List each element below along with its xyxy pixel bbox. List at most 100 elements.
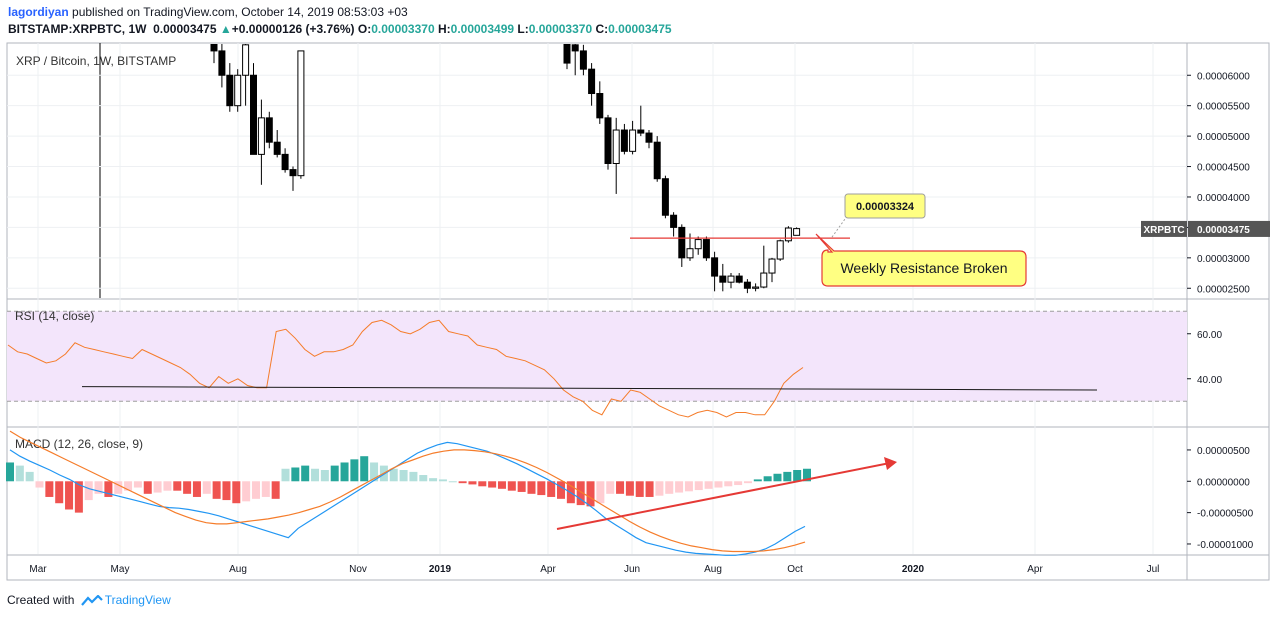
candle-up <box>242 44 250 76</box>
high-label: H: <box>437 22 451 36</box>
candle-down <box>711 257 719 277</box>
macd-histogram-bar <box>311 468 320 482</box>
macd-histogram-bar <box>45 481 54 497</box>
author-link[interactable]: lagordiyan <box>8 5 69 19</box>
macd-histogram-bar <box>163 481 172 491</box>
macd-trend-arrow <box>556 462 891 530</box>
candle-down <box>571 44 579 52</box>
macd-histogram-bar <box>251 481 260 499</box>
x-tick-label: Nov <box>349 564 367 575</box>
annotation-callout <box>815 233 1027 287</box>
rsi-tick-label: 40.00 <box>1197 375 1222 386</box>
macd-line <box>9 441 806 556</box>
macd-histogram-bar <box>429 478 438 482</box>
candle-down <box>653 141 661 180</box>
publish-info: lagordiyan published on TradingView.com,… <box>8 5 408 19</box>
macd-histogram-bar <box>242 481 251 502</box>
candle-up <box>234 74 242 107</box>
macd-histogram-bar <box>291 467 300 482</box>
price-change: +0.00000126 (+3.76%) <box>231 22 355 36</box>
macd-histogram-bar <box>507 481 516 491</box>
candle-down <box>678 226 686 259</box>
candle-down <box>702 239 710 259</box>
macd-histogram-bar <box>143 481 152 494</box>
macd-histogram-bar <box>724 481 733 487</box>
macd-histogram-bar <box>350 459 359 482</box>
macd-histogram-bar <box>596 481 605 504</box>
candles-group <box>210 44 801 294</box>
macd-histogram-bar <box>330 465 339 482</box>
macd-histogram-bar <box>271 481 280 499</box>
macd-histogram-bar <box>360 456 369 482</box>
x-tick-label: Oct <box>787 564 803 575</box>
macd-histogram-bar <box>694 481 703 491</box>
macd-histogram-bar <box>655 481 664 496</box>
tradingview-link[interactable]: TradingView <box>104 593 171 607</box>
macd-histogram-bar <box>133 481 142 488</box>
candle-down <box>604 117 612 165</box>
macd-histogram-bar <box>497 481 506 489</box>
signal-line <box>9 430 806 553</box>
macd-histogram-bar <box>261 481 270 497</box>
candle-up <box>793 228 801 236</box>
price-label-leader <box>831 218 846 238</box>
macd-histogram-bar <box>684 481 693 492</box>
macd-histogram-bar <box>793 470 802 482</box>
candle-down <box>735 275 743 283</box>
macd-histogram-bar <box>468 481 477 485</box>
symbol-tag <box>1141 220 1187 237</box>
candle-up <box>257 117 265 155</box>
candle-down <box>273 141 281 155</box>
price-tick-label: 0.00005500 <box>1197 102 1250 113</box>
close-value: 0.00003475 <box>608 22 672 36</box>
macd-histogram-bar <box>222 481 231 501</box>
macd-histogram-bar <box>35 481 44 488</box>
macd-histogram-bar <box>438 479 447 482</box>
rsi-support-trendline <box>81 386 1098 391</box>
candle-down <box>719 275 727 283</box>
macd-histogram-bar <box>183 481 192 494</box>
macd-histogram-bar <box>616 481 625 494</box>
macd-histogram-bar <box>15 465 24 482</box>
macd-histogram-bar <box>606 481 615 494</box>
candle-down <box>645 132 653 143</box>
macd-tick-label: 0.00000500 <box>1197 446 1250 457</box>
candle-up <box>768 258 776 274</box>
macd-tick-label: -0.00000500 <box>1197 509 1254 520</box>
macd-histogram-bar <box>419 475 428 482</box>
macd-title: MACD (12, 26, close, 9) <box>15 437 143 451</box>
low-value: 0.00003370 <box>528 22 593 36</box>
x-tick-label: Jul <box>1147 564 1160 575</box>
x-tick-label: 2019 <box>429 564 452 575</box>
symbol-tag-label: XRPBTC <box>1143 225 1184 236</box>
candle-up <box>297 50 305 177</box>
macd-histogram-bar <box>743 481 752 484</box>
price-tick-label: 0.00003000 <box>1197 254 1250 265</box>
tradingview-logo-icon <box>80 595 103 606</box>
macd-histogram-bar <box>448 481 457 483</box>
macd-histogram-bar <box>55 481 64 504</box>
candle-down <box>250 74 257 155</box>
candle-down <box>637 129 645 134</box>
x-tick-label: Aug <box>229 564 247 575</box>
candle-up <box>612 129 620 165</box>
macd-histogram-bar <box>734 481 743 486</box>
macd-trend-arrowhead <box>884 457 897 470</box>
macd-histogram-bar <box>458 481 467 484</box>
macd-histogram-bar <box>665 481 674 494</box>
candle-down <box>743 281 751 289</box>
open-label: O: <box>357 22 372 36</box>
macd-histogram-bar <box>114 481 123 494</box>
macd-histogram-bar <box>6 462 14 482</box>
macd-histogram-bar <box>773 473 782 482</box>
macd-histogram-bar <box>74 481 83 513</box>
current-price-tag <box>1188 220 1270 237</box>
macd-histogram-bar <box>202 481 211 494</box>
macd-histogram-bar <box>576 481 585 506</box>
candle-down <box>265 117 273 143</box>
macd-histogram-bar <box>212 481 221 499</box>
candle-up <box>776 240 784 260</box>
candle-down <box>670 214 678 228</box>
candle-up <box>752 286 760 289</box>
